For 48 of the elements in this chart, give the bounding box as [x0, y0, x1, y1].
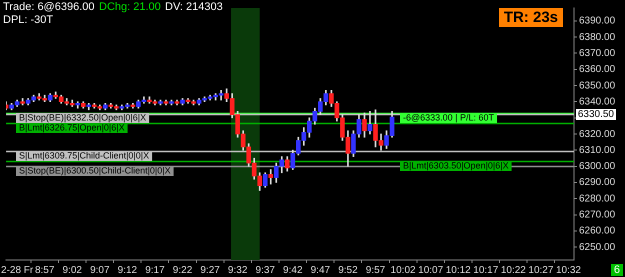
x-tick-label: 8:57 [34, 264, 55, 276]
x-tick-label: 9:57 [366, 264, 386, 276]
ref-line-label: B|Stop(BE)|6332.50|Open|0|6|X [19, 112, 146, 122]
x-tick-label: 9:22 [172, 264, 193, 276]
y-tick-label: 6350.00 [579, 80, 616, 92]
y-tick-label: 6300.00 [579, 161, 616, 172]
x-tick-label: 10:32 [556, 264, 582, 276]
y-tick-label: 6390.00 [579, 16, 616, 27]
x-tick-label: 9:12 [118, 264, 138, 276]
ref-line-label: -6@6333.00 | P/L: 60T [403, 112, 495, 122]
x-tick-label: 9:47 [310, 264, 331, 276]
x-tick-label: 9:27 [200, 264, 220, 276]
x-tick-label: 10:22 [500, 264, 526, 276]
x-tick-label: 9:42 [283, 264, 303, 276]
y-tick-label: 6270.00 [579, 210, 616, 221]
y-tick-label: 6360.00 [579, 64, 616, 76]
ref-line-label: B|Lmt|6303.50|Open|0|6|X [403, 160, 509, 170]
y-tick-label: 6260.00 [579, 226, 616, 237]
y-tick-label: 6310.00 [579, 144, 616, 156]
x-tick-label: 9:37 [256, 264, 276, 276]
ref-line-label: S|Lmt|6309.75|Child-Client|0|0|X [19, 150, 150, 160]
x-tick-label: 10:12 [446, 264, 472, 276]
y-tick-label: 6380.00 [579, 32, 616, 43]
y-tick-label: 6340.00 [579, 96, 616, 108]
x-tick-label: 9:17 [145, 264, 166, 276]
ref-line-label: B|Lmt|6326.75|Open|0|6|X [19, 122, 125, 132]
text: 6330.50 [576, 109, 616, 120]
x-tick-label: 9:02 [62, 264, 82, 276]
x-tick-label: 10:07 [418, 264, 444, 276]
y-tick-label: 6370.00 [579, 48, 616, 59]
text: 6 [610, 264, 623, 276]
x-tick-label: 10:02 [390, 264, 416, 276]
annotation: DPL: -30T [3, 14, 54, 26]
annotation: DV: 214303 [165, 1, 223, 13]
x-tick-label: 10:17 [473, 264, 499, 276]
x-tick-label: 9:32 [228, 264, 248, 276]
y-tick-label: 6280.00 [579, 193, 616, 204]
ref-line-label: S|Stop(BE)|6300.50|Child-Client|0|0|X [19, 165, 171, 176]
x-tick-label: 9:52 [338, 264, 358, 276]
y-tick-label: 6290.00 [579, 177, 616, 188]
y-tick-label: 6320.00 [579, 128, 616, 140]
annotation: TR: 23s [498, 8, 563, 27]
x-tick-label: 9:07 [90, 264, 110, 276]
y-tick-label: 6250.00 [579, 242, 616, 253]
x-tick-label: 10:27 [528, 264, 554, 276]
annotation: Trade: 6@6396.00 [3, 1, 94, 13]
x-tick-label: 2-28 Fr [1, 264, 34, 276]
annotation: DChg: 21.00 [99, 1, 161, 13]
